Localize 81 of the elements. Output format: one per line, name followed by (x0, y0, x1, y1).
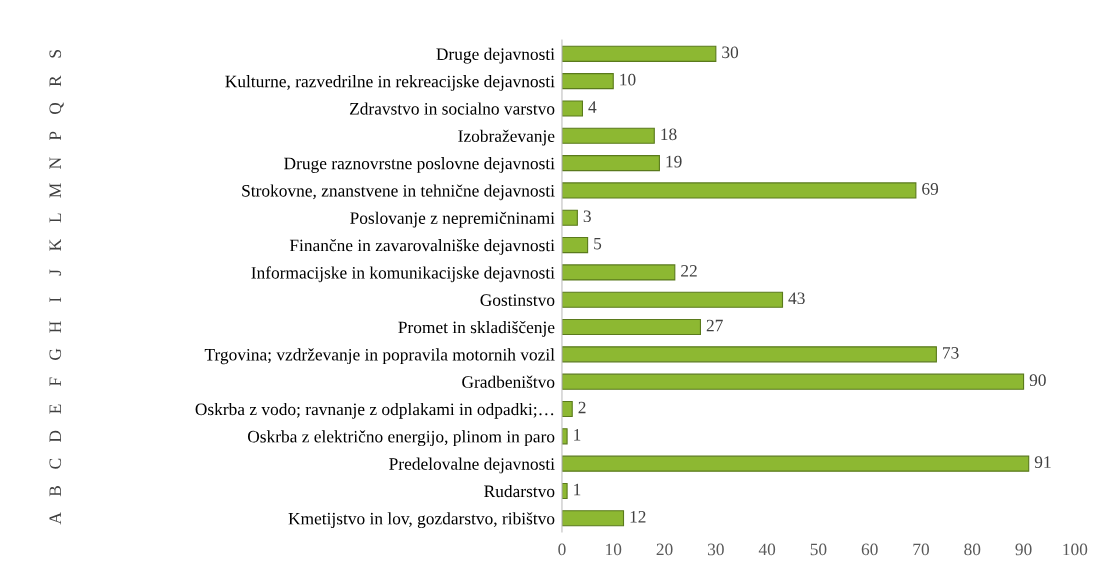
data-label: 2 (578, 401, 586, 414)
bar (561, 291, 784, 308)
y2-tick-label: F (49, 377, 61, 387)
bar (561, 346, 937, 363)
y-tick-label: Kmetijstvo in lov, gozdarstvo, ribištvo (288, 512, 555, 529)
bar (561, 209, 578, 226)
y-tick-label: Poslovanje z nepremičninami (350, 211, 555, 228)
y2-tick-label: K (49, 238, 61, 251)
y2-tick-label: E (49, 404, 61, 414)
bar (561, 455, 1030, 472)
bar (561, 100, 584, 117)
y-tick-label: Druge dejavnosti (436, 47, 555, 64)
data-label: 22 (681, 265, 697, 277)
bar (561, 264, 676, 281)
x-tick-label: 0 (558, 543, 566, 556)
data-label: 12 (630, 510, 646, 523)
x-tick-label: 100 (1063, 543, 1088, 556)
y2-tick-label: G (49, 348, 62, 360)
y-tick-label: Zdravstvo in socialno varstvo (349, 102, 555, 115)
y-tick-label: Informacijske in komunikacijske dejavnosti (251, 266, 555, 283)
y2-tick-label: M (49, 183, 61, 198)
y2-tick-label: A (49, 512, 61, 525)
y-tick-label: Izobraževanje (458, 129, 555, 146)
data-label: 3 (583, 210, 591, 223)
data-label: 69 (922, 183, 939, 195)
y2-tick-label: P (49, 131, 61, 141)
x-tick-label: 40 (758, 543, 776, 556)
x-tick-label: 30 (707, 543, 724, 556)
y2-tick-label: I (49, 297, 61, 302)
x-tick-label: 80 (964, 543, 981, 556)
bar (561, 182, 917, 199)
y2-tick-label: L (49, 213, 61, 223)
y2-tick-label: C (49, 458, 62, 469)
y-tick-label: Rudarstvo (484, 484, 555, 498)
data-label: 1 (574, 429, 581, 441)
data-label: 19 (666, 155, 682, 168)
y-tick-label: Gostinstvo (480, 294, 555, 306)
bar (561, 510, 625, 527)
y2-tick-label: J (49, 269, 62, 276)
data-label: 4 (588, 101, 597, 113)
y2-tick-label: R (49, 75, 61, 87)
y-tick-label: Gradbeništvo (462, 375, 555, 388)
data-label: 90 (1029, 374, 1046, 387)
y2-tick-label: S (49, 50, 62, 58)
y-tick-label: Finančne in zavarovalniške dejavnosti (289, 239, 555, 255)
y2-tick-label: N (49, 157, 61, 169)
bar (561, 127, 655, 144)
bar (561, 373, 1025, 390)
y2-tick-label: B (49, 486, 61, 497)
y-tick-label: Druge raznovrstne poslovne dejavnosti (284, 157, 555, 173)
x-tick-label: 20 (656, 543, 673, 556)
bar (561, 73, 614, 90)
y-tick-label: Promet in skladiščenje (398, 321, 555, 337)
x-tick-label: 70 (913, 543, 930, 556)
x-tick-label: 50 (810, 543, 827, 556)
y-tick-label: Trgovina; vzdrževanje in popravila motornih vozil (204, 348, 555, 365)
data-label: 91 (1034, 456, 1051, 468)
bar (561, 237, 589, 254)
y2-tick-label: Q (49, 102, 64, 115)
data-label: 30 (722, 46, 739, 59)
y-tick-label: Oskrba z električno energijo, plinom in paro (247, 430, 555, 447)
bar (561, 400, 573, 418)
data-label: 43 (788, 292, 805, 305)
y2-tick-label: H (49, 321, 61, 333)
data-label: 18 (661, 128, 677, 141)
y2-tick-label: D (49, 430, 61, 443)
data-label: 1 (574, 483, 581, 496)
x-tick-label: 90 (1015, 543, 1032, 556)
y-tick-label: Oskrba z vodo; ravnanje z odplakami in odpadki;… (195, 402, 554, 419)
bar (561, 318, 701, 336)
data-label: 5 (594, 237, 602, 250)
y-tick-label: Strokovne, znanstvene in tehnične dejavnosti (242, 184, 555, 201)
data-label: 27 (706, 319, 723, 332)
y-tick-label: Predelovalne dejavnosti (389, 457, 555, 474)
x-tick-label: 10 (606, 543, 622, 556)
x-tick-label: 60 (861, 543, 878, 556)
bar (561, 45, 717, 62)
bar (561, 155, 660, 172)
data-label: 73 (943, 347, 959, 359)
data-label: 10 (620, 73, 636, 86)
y-tick-label: Kulturne, razvedrilne in rekreacijske dejavnosti (225, 75, 555, 91)
